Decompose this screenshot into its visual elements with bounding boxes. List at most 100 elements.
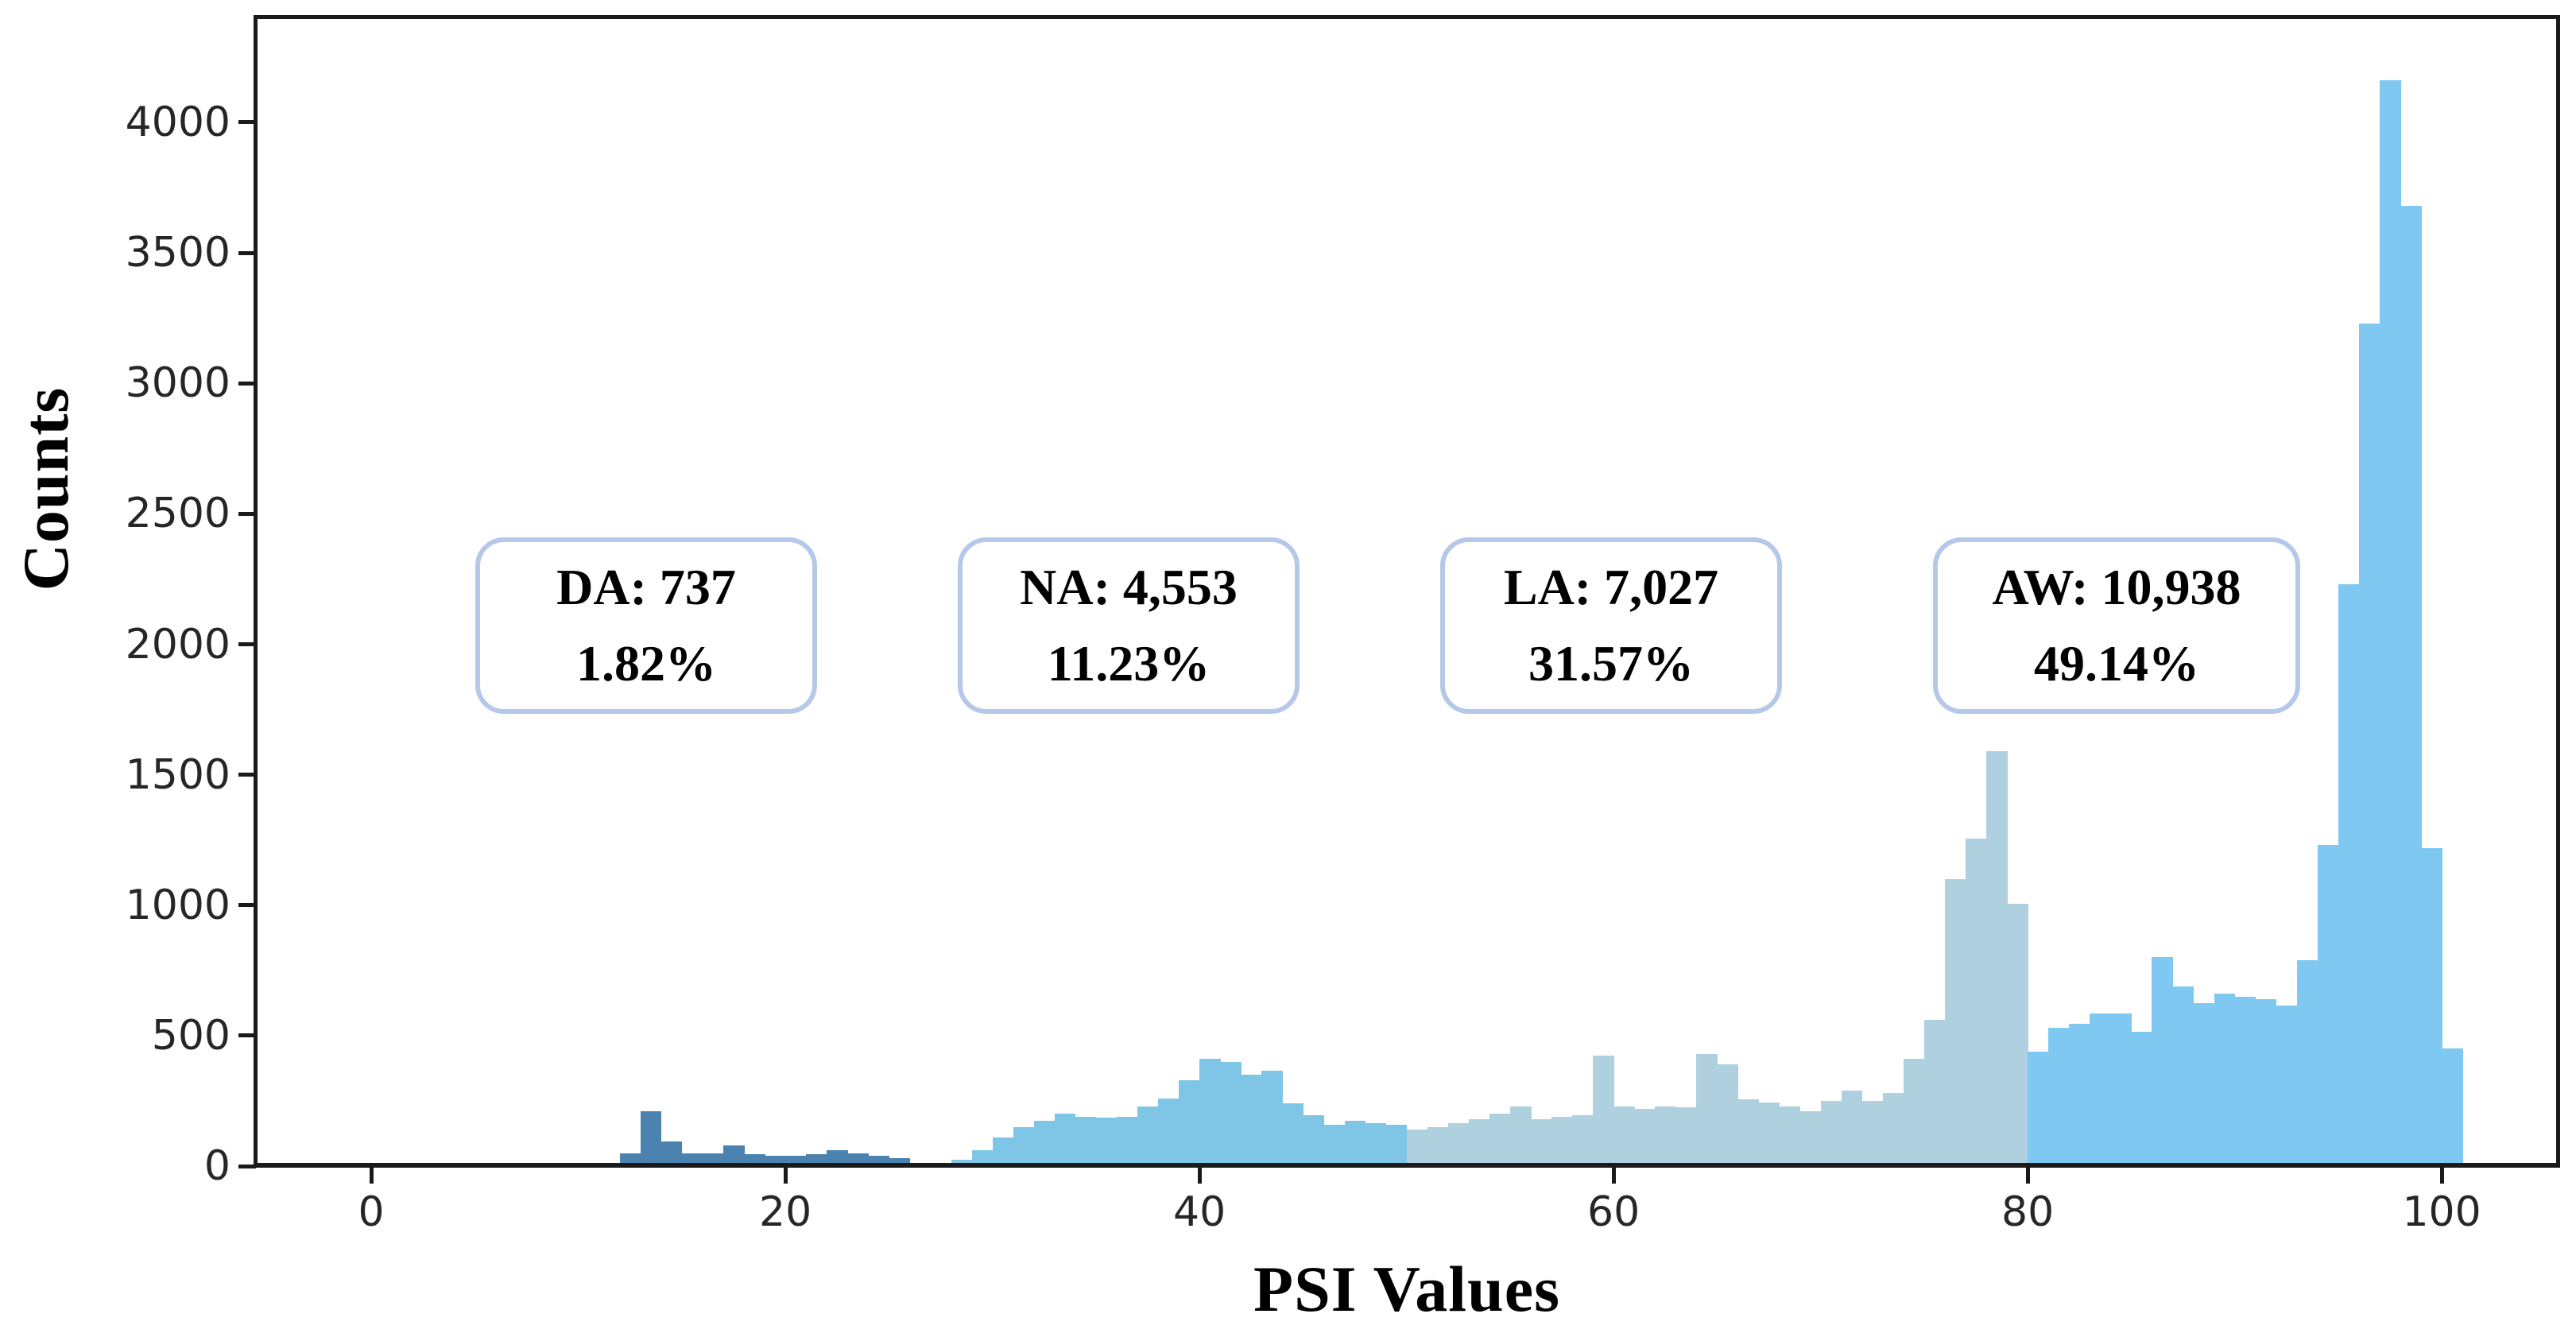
y-tick-label: 3000 xyxy=(125,359,230,408)
annotation-box-na: NA: 4,553 11.23% xyxy=(958,537,1300,714)
histogram-bar xyxy=(2131,1031,2153,1166)
x-tick-mark xyxy=(369,1168,374,1184)
y-tick-label: 1500 xyxy=(125,750,230,799)
histogram-bar xyxy=(1696,1053,1718,1166)
histogram-bar xyxy=(2234,996,2256,1166)
x-tick-mark xyxy=(783,1168,788,1184)
x-tick-mark xyxy=(1611,1168,1616,1184)
y-tick-label: 0 xyxy=(203,1142,230,1190)
histogram-bar xyxy=(1572,1115,1594,1166)
histogram-bar xyxy=(2007,904,2028,1166)
histogram-bar xyxy=(1033,1120,1056,1166)
histogram-bar xyxy=(1013,1126,1035,1166)
histogram-bar xyxy=(619,1153,641,1166)
y-tick-mark xyxy=(238,1164,256,1168)
y-tick-label: 1000 xyxy=(125,881,230,929)
y-tick-label: 500 xyxy=(151,1011,230,1060)
y-tick-label: 3500 xyxy=(125,229,230,277)
histogram-bar xyxy=(1447,1122,1470,1166)
annotation-da-count: DA: 737 xyxy=(556,559,736,615)
plot-left-spine xyxy=(254,15,258,1168)
y-tick-label: 2500 xyxy=(125,490,230,538)
x-tick-mark xyxy=(2439,1168,2444,1184)
histogram-bar xyxy=(1054,1114,1076,1166)
histogram-bar xyxy=(1758,1102,1780,1166)
histogram-bar xyxy=(1634,1108,1656,1166)
histogram-bar xyxy=(723,1145,745,1166)
x-tick-label: 100 xyxy=(2402,1188,2481,1236)
x-tick-mark xyxy=(1197,1168,1202,1184)
histogram-bar xyxy=(2028,1051,2049,1166)
annotation-da-percent: 1.82% xyxy=(576,635,716,692)
histogram-bar xyxy=(951,1159,973,1166)
y-tick-mark xyxy=(238,381,256,386)
histogram-bar xyxy=(1075,1116,1097,1166)
histogram-bar xyxy=(1841,1090,1863,1166)
histogram-bar xyxy=(2048,1028,2070,1166)
plot-top-spine xyxy=(254,15,2560,19)
histogram-bar xyxy=(971,1150,994,1166)
annotation-na-count: NA: 4,553 xyxy=(1020,559,1238,615)
histogram-bar xyxy=(1799,1111,1822,1166)
histogram-bar xyxy=(1986,751,2008,1166)
histogram-bar xyxy=(847,1153,869,1166)
y-tick-label: 4000 xyxy=(125,98,230,146)
histogram-bar xyxy=(1468,1118,1490,1166)
histogram-bar xyxy=(1861,1100,1884,1166)
histogram-bar xyxy=(2255,998,2277,1166)
annotation-aw-count: AW: 10,938 xyxy=(1992,559,2241,615)
histogram-bar xyxy=(2172,986,2194,1166)
x-tick-label: 40 xyxy=(1173,1188,1226,1236)
x-tick-label: 20 xyxy=(759,1188,812,1236)
annotation-na-percent: 11.23% xyxy=(1047,635,1211,692)
histogram-bar xyxy=(1241,1075,1262,1166)
histogram-bar xyxy=(2380,80,2401,1166)
y-tick-label: 2000 xyxy=(125,620,230,668)
histogram-bar xyxy=(1944,878,1966,1166)
y-tick-mark xyxy=(238,903,256,908)
histogram-bar xyxy=(2069,1024,2090,1166)
histogram-bar xyxy=(1613,1106,1635,1166)
histogram-bar xyxy=(1593,1055,1614,1166)
histogram-bar xyxy=(2110,1013,2132,1166)
histogram-bar xyxy=(1655,1106,1676,1166)
histogram-bar xyxy=(1923,1020,1946,1166)
x-tick-mark xyxy=(2025,1168,2030,1184)
histogram-bar xyxy=(1282,1103,1303,1166)
histogram-bar xyxy=(1095,1118,1118,1166)
histogram-bar xyxy=(1489,1114,1511,1166)
histogram-bar xyxy=(1717,1064,1739,1166)
histogram-bar xyxy=(1675,1107,1697,1166)
histogram-bar xyxy=(2276,1006,2298,1166)
histogram-bar xyxy=(2296,959,2318,1166)
histogram-bar xyxy=(1137,1106,1159,1166)
histogram-bar xyxy=(2400,206,2422,1166)
histogram-bar xyxy=(2421,847,2442,1166)
histogram-bar xyxy=(1344,1120,1366,1166)
histogram-bar xyxy=(889,1158,911,1166)
histogram-bar xyxy=(1158,1098,1180,1166)
annotation-aw-percent: 49.14% xyxy=(2034,635,2199,692)
y-tick-mark xyxy=(238,250,256,255)
histogram-bar xyxy=(1179,1079,1200,1166)
histogram-bar xyxy=(827,1150,848,1166)
plot-right-spine xyxy=(2556,15,2560,1168)
histogram-bar xyxy=(702,1153,724,1166)
histogram-bar xyxy=(1199,1059,1221,1166)
histogram-bar xyxy=(1882,1093,1904,1166)
histogram-bar xyxy=(2338,584,2360,1166)
histogram-bar xyxy=(2317,845,2339,1166)
histogram-bar xyxy=(1303,1115,1325,1166)
histogram-bar xyxy=(2358,323,2380,1166)
histogram-bar xyxy=(660,1141,683,1166)
histogram-bar xyxy=(1406,1130,1428,1166)
histogram-bar xyxy=(1220,1061,1242,1166)
y-axis-title: Counts xyxy=(10,386,82,591)
annotation-box-da: DA: 737 1.82% xyxy=(475,537,817,714)
y-tick-mark xyxy=(238,773,256,777)
histogram-bar xyxy=(1966,839,1987,1166)
y-tick-mark xyxy=(238,1033,256,1038)
histogram-bar xyxy=(1820,1100,1842,1166)
histogram-bar xyxy=(1365,1122,1387,1166)
